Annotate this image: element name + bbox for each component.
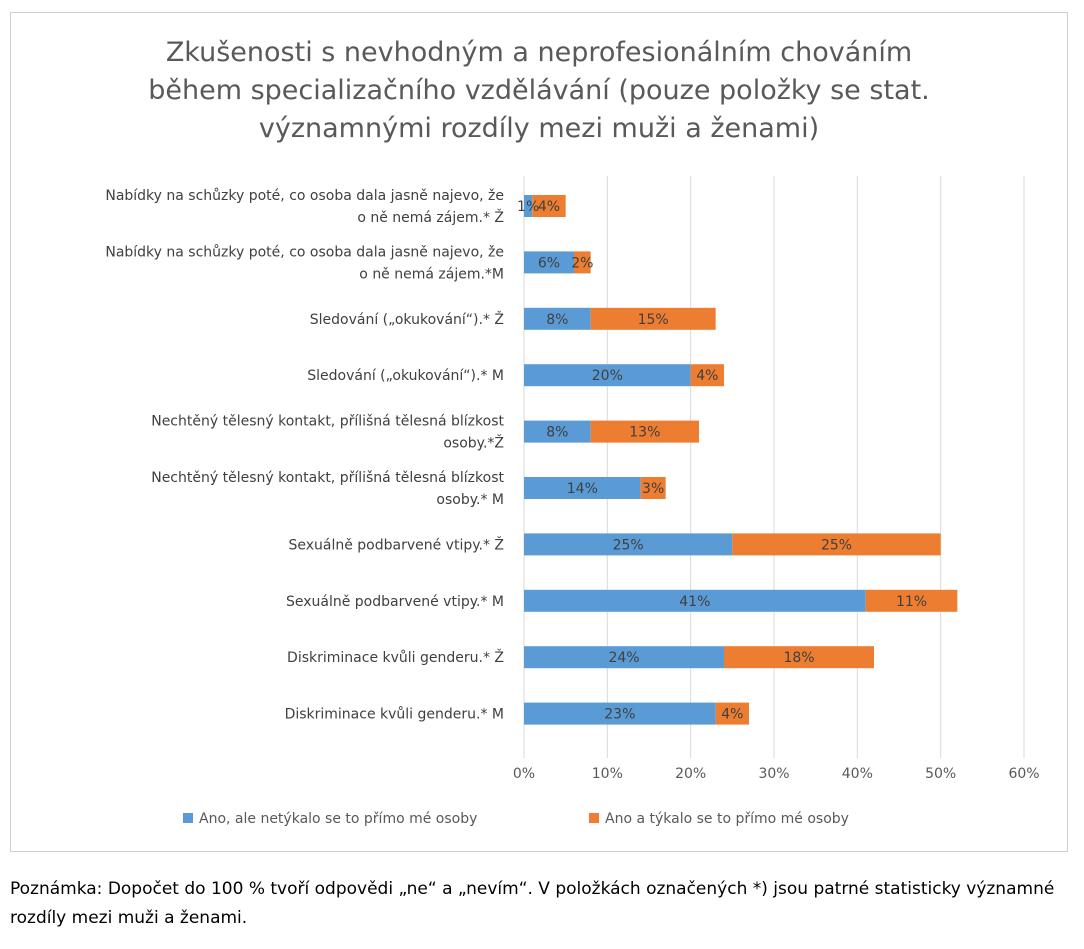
bar-series2-3 (590, 307, 716, 330)
bar-series2-7 (732, 533, 941, 556)
footnote: Poznámka: Dopočet do 100 % tvoří odpověd… (10, 879, 1055, 928)
bar-series1-7 (524, 533, 733, 556)
legend-swatch-series2 (589, 813, 599, 823)
legend-label-series1: Ano, ale netýkalo se to přímo mé osoby (199, 811, 477, 827)
x-tick-label-20%: 20% (675, 766, 706, 782)
data-label-series2-10: 4% (721, 707, 743, 723)
bar-series1-2 (524, 251, 574, 274)
title-line-3: významnými rozdíly mezi muži a ženami) (259, 113, 819, 144)
data-label-series1-4: 20% (592, 368, 623, 384)
data-label-series2-1: 4% (538, 199, 560, 215)
bar-series1-1 (524, 195, 533, 217)
category-label-1-line-1: Nabídky na schůzky poté, co osoba dala j… (105, 188, 504, 204)
category-labels: Nabídky na schůzky poté, co osoba dala j… (105, 188, 504, 723)
data-label-series2-5: 13% (629, 425, 660, 441)
data-label-series2-6: 3% (642, 481, 664, 497)
category-label-4: Sledování („okukování“).* M (307, 368, 504, 384)
x-tick-label-0%: 0% (513, 766, 535, 782)
data-label-series1-8: 41% (679, 594, 710, 610)
bar-series1-5 (524, 420, 591, 443)
category-label-5-line-2: osoby.*Ž (443, 434, 504, 452)
bar-series1-3 (524, 307, 591, 330)
data-label-series1-10: 23% (604, 707, 635, 723)
data-label-series1-1: 1% (517, 199, 539, 215)
bar-series2-4 (690, 364, 724, 387)
chart-frame: Zkušenosti s nevhodným a neprofesionální… (10, 12, 1068, 852)
x-tick-label-60%: 60% (1008, 766, 1039, 782)
bar-series2-10 (715, 702, 749, 725)
x-tick-label-10%: 10% (592, 766, 623, 782)
category-label-7: Sexuálně podbarvené vtipy.* Ž (288, 535, 504, 553)
data-label-series2-9: 18% (783, 650, 814, 666)
x-tick-label-40%: 40% (842, 766, 873, 782)
data-labels: 1%4%6% 2%8% 15%20% 4%8% 13%14% 3%25% 25%41% 11%… (517, 199, 927, 723)
legend-label-series2: Ano a týkalo se to přímo mé osoby (605, 811, 849, 827)
bar-series1-10 (524, 702, 716, 725)
gridlines (523, 176, 1025, 758)
bar-series2-6 (640, 477, 666, 499)
data-label-series2-8: 11% (896, 594, 927, 610)
data-label-series2-2: 2% (571, 255, 593, 271)
data-label-series2-7: 25% (821, 537, 852, 553)
data-label-series1-9: 24% (608, 650, 639, 666)
category-label-5-line-1: Nechtěný tělesný kontakt, přílišná těles… (151, 414, 504, 430)
bar-series1-6 (524, 477, 641, 499)
category-label-2-line-2: o ně nemá zájem.*M (359, 266, 504, 282)
x-tick-label-30%: 30% (758, 766, 789, 782)
bars (524, 195, 958, 725)
legend-swatch-series1 (183, 813, 193, 823)
category-label-6-line-1: Nechtěný tělesný kontakt, přílišná těles… (151, 470, 504, 486)
data-label-series2-3: 15% (638, 312, 669, 328)
category-label-8: Sexuálně podbarvené vtipy.* M (286, 594, 504, 610)
bar-series2-1 (532, 195, 566, 217)
category-label-6-line-2: osoby.* M (436, 492, 504, 508)
category-label-1-line-2: o ně nemá zájem.* Ž (357, 208, 504, 226)
data-label-series1-2: 6% (538, 255, 560, 271)
bar-series1-9 (524, 646, 724, 669)
chart: Zkušenosti s nevhodným a neprofesionální… (105, 37, 1040, 827)
data-label-series1-3: 8% (546, 312, 568, 328)
bar-series2-9 (724, 646, 874, 669)
data-label-series1-5: 8% (546, 425, 568, 441)
x-tick-label-50%: 50% (925, 766, 956, 782)
bar-series2-5 (590, 420, 699, 443)
legend: Ano, ale netýkalo se to přímo mé osoby An… (183, 811, 849, 827)
category-label-9: Diskriminace kvůli genderu.* Ž (287, 648, 504, 666)
bar-series1-4 (524, 364, 691, 387)
x-axis-ticks: 0% 10% 20% 30% 40% 50% 60% (513, 766, 1040, 782)
chart-title: Zkušenosti s nevhodným a neprofesionální… (148, 37, 930, 144)
bar-series2-8 (865, 589, 958, 612)
category-label-3: Sledování („okukování“).* Ž (310, 310, 504, 328)
category-label-2-line-1: Nabídky na schůzky poté, co osoba dala j… (105, 244, 504, 260)
title-line-1: Zkušenosti s nevhodným a neprofesionální… (166, 37, 912, 68)
data-label-series1-6: 14% (567, 481, 598, 497)
bar-series1-8 (524, 589, 866, 612)
category-label-10: Diskriminace kvůli genderu.* M (285, 707, 504, 723)
title-line-2: během specializačního vzdělávání (pouze … (148, 75, 930, 106)
data-label-series1-7: 25% (613, 537, 644, 553)
bar-series2-2 (574, 251, 591, 274)
data-label-series2-4: 4% (696, 368, 718, 384)
